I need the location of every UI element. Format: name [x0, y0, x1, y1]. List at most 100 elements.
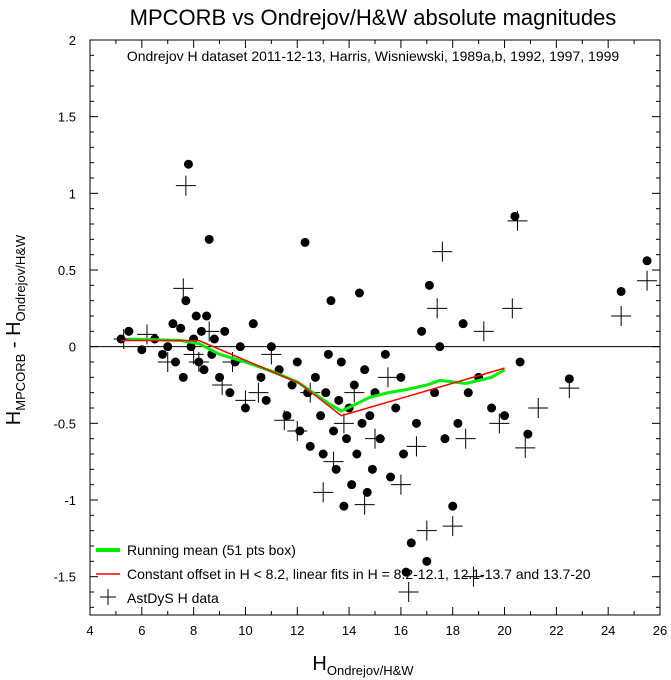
astdys-point [559, 378, 580, 399]
data-point [191, 311, 201, 321]
data-point [209, 334, 219, 344]
x-axis-label-sub: Ondrejov/H&W [327, 663, 414, 678]
data-point [292, 357, 302, 367]
x-tick-label: 20 [497, 623, 511, 638]
data-point [406, 538, 416, 548]
data-point [318, 449, 328, 459]
x-tick-label: 24 [601, 623, 615, 638]
astdys-point [333, 413, 354, 434]
astdys-point [528, 398, 549, 418]
data-point [199, 365, 209, 375]
data-point [339, 501, 349, 511]
y-axis-label: HMPCORB - HOndrejov/H&W [3, 234, 28, 425]
legend-running-mean-label: Running mean (51 pts box) [127, 542, 296, 558]
data-point [367, 464, 377, 474]
x-tick-label: 6 [138, 623, 145, 638]
x-tick-label: 26 [653, 623, 667, 638]
astdys-point [611, 306, 632, 326]
data-point [510, 211, 520, 221]
legend: Running mean (51 pts box) Constant offse… [96, 542, 591, 606]
data-point [300, 237, 310, 247]
x-tick-label: 12 [290, 623, 304, 638]
data-point [354, 288, 364, 298]
data-point [178, 372, 188, 382]
x-axis-ticks: 4 6 8 10 12 14 16 18 20 22 24 26 [86, 40, 667, 638]
astdys-point [274, 410, 295, 431]
data-point [176, 323, 186, 333]
data-point [310, 372, 320, 382]
data-point [183, 159, 193, 169]
data-point [440, 434, 450, 444]
astdys-point [354, 494, 375, 515]
astdys-point [398, 582, 419, 602]
x-tick-label: 14 [342, 623, 356, 638]
data-point [336, 357, 346, 367]
data-point [399, 449, 408, 459]
astdys-point [287, 421, 308, 441]
data-point [282, 411, 292, 421]
y-tick-label: -1.5 [54, 570, 76, 585]
astdys-point [248, 382, 269, 403]
data-point [215, 372, 225, 382]
astdys-point [427, 298, 448, 319]
y-tick-label: 2 [69, 33, 76, 48]
data-point [365, 411, 375, 421]
astdys-point [313, 482, 334, 503]
running-mean-line [128, 337, 506, 413]
astdys-point [323, 451, 344, 472]
astdys-point [235, 390, 256, 411]
data-point [168, 319, 178, 329]
x-tick-label: 16 [394, 623, 408, 638]
y-tick-label: 0 [69, 340, 76, 355]
y-tick-label: -1 [64, 493, 76, 508]
chart-title: MPCORB vs Ondrejov/H&W absolute magnitud… [130, 5, 617, 30]
x-tick-label: 10 [238, 623, 252, 638]
y-axis-label-mid: - H [3, 321, 25, 353]
astdys-point [183, 344, 204, 365]
x-tick-label: 4 [86, 623, 93, 638]
astdys-point [473, 321, 494, 342]
astdys-point [406, 436, 427, 457]
y-axis-label-sub2: Ondrejov/H&W [13, 234, 28, 321]
data-point [422, 556, 432, 566]
data-point [523, 429, 533, 439]
legend-astdys-label: AstDyS H data [127, 590, 219, 606]
legend-plus-icon [100, 589, 116, 605]
data-point [515, 357, 525, 367]
data-point [329, 426, 339, 436]
data-point [448, 501, 458, 511]
data-point [331, 464, 341, 474]
data-point [305, 441, 315, 451]
data-point [642, 256, 652, 266]
data-point [357, 418, 367, 428]
data-point [202, 311, 212, 321]
plot-frame [89, 39, 661, 616]
astdys-point [502, 298, 523, 319]
astdys-point [463, 566, 484, 587]
data-point [137, 345, 147, 355]
astdys-point [212, 375, 233, 395]
legend-fit-label: Constant offset in H < 8.2, linear fits … [127, 566, 591, 582]
y-axis-label-sub1: MPCORB [13, 354, 28, 411]
x-tick-label: 18 [445, 623, 459, 638]
data-point [352, 449, 362, 459]
data-point [616, 286, 626, 296]
data-point [411, 418, 421, 428]
data-point [248, 319, 258, 329]
data-point [181, 296, 191, 306]
data-point [453, 418, 463, 428]
fit-line [121, 339, 505, 417]
y-axis-label-main: H [3, 411, 25, 425]
data-point [287, 380, 297, 390]
astdys-point [188, 352, 209, 372]
x-tick-label: 8 [190, 623, 197, 638]
data-point [391, 403, 401, 413]
x-axis-label-main: H [312, 653, 326, 675]
astdys-point [157, 352, 178, 372]
astdys-point [507, 210, 528, 231]
x-axis-label: HOndrejov/H&W [312, 653, 414, 678]
astdys-point [365, 428, 385, 449]
data-point [235, 342, 245, 352]
astdys-point [344, 382, 365, 403]
data-point [396, 372, 406, 382]
